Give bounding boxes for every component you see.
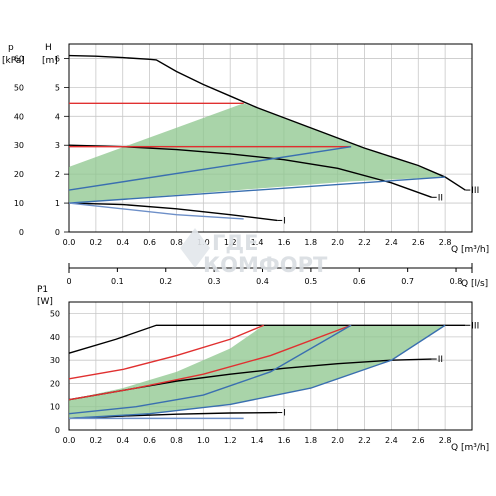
bottom-ylabel: P1: [37, 285, 48, 295]
series-line-5: [68, 324, 352, 415]
x-tick-label: 0.0: [63, 436, 76, 445]
y-right-tick-label: 1: [55, 199, 60, 208]
series-line-5: [68, 145, 352, 191]
x-tick-label: 0.6: [143, 238, 156, 247]
y-right-tick-label: 0: [55, 228, 60, 237]
y-right-tick-label: 2: [55, 170, 60, 179]
top-chart-ticks: 0.00.20.40.60.81.01.21.41.61.82.02.22.42…: [14, 54, 452, 247]
x-tick-label: 2.4: [385, 238, 398, 247]
bottom-ylabel-unit: [W]: [37, 297, 53, 307]
y-tick-label: 20: [50, 379, 60, 388]
x-tick-label: 2.0: [331, 436, 344, 445]
y-tick-label: 30: [50, 356, 60, 365]
x-tick-label: 1.8: [304, 238, 317, 247]
mid-tick-label: 0.6: [353, 277, 366, 286]
y-tick-label: 40: [50, 333, 60, 342]
x-tick-label: 0.2: [89, 436, 102, 445]
y-right-tick-label: 4: [55, 112, 60, 121]
mid-tick-label: 0.8: [450, 277, 463, 286]
y-tick-label: 10: [14, 199, 24, 208]
x-tick-label: 2.2: [358, 436, 371, 445]
top-ylabel-right: H: [45, 43, 52, 53]
top-ylabel-left: p: [8, 43, 14, 53]
series-line-6: [68, 324, 446, 420]
x-tick-label: 0.4: [116, 238, 129, 247]
series-line-4: [68, 324, 352, 401]
watermark-diamond-icon: [180, 228, 210, 268]
x-tick-label: 2.2: [358, 238, 371, 247]
x-tick-label: 0.6: [143, 436, 156, 445]
series-label-ii: II: [438, 355, 443, 365]
top-chart-frame: [68, 43, 473, 233]
x-tick-label: 2.8: [439, 436, 452, 445]
bottom-chart-frame: [68, 301, 473, 431]
x-tick-label: 1.6: [278, 238, 291, 247]
y-right-tick-label: 5: [55, 83, 60, 92]
y-right-tick-label: 3: [55, 141, 60, 150]
x-tick-label: 1.2: [224, 436, 237, 445]
x-tick-label: 0.4: [116, 436, 129, 445]
x-tick-label: 0.0: [63, 238, 76, 247]
mid-tick-label: 0.2: [159, 277, 172, 286]
x-tick-label: 0.8: [170, 436, 183, 445]
series-label-i: I: [283, 216, 286, 226]
top-xlabel: Q [m³/h]: [451, 245, 489, 255]
mid-xlabel: Q [l/s]: [461, 279, 488, 289]
x-tick-label: 2.6: [412, 238, 425, 247]
mid-tick-label: 0.3: [208, 277, 221, 286]
x-tick-label: 2.8: [439, 238, 452, 247]
watermark-logo: ГДЕ КОМФОРТ: [180, 228, 328, 277]
series-label-iii: III: [471, 186, 479, 196]
top-ylabel-right-unit: [m]: [42, 56, 58, 66]
bottom-xlabel: Q [m³/h]: [451, 443, 489, 453]
top-ylabel-left-unit: [kPa]: [2, 56, 25, 66]
y-tick-label: 60: [14, 54, 24, 63]
y-tick-label: 20: [14, 170, 24, 179]
y-tick-label: 0: [19, 228, 24, 237]
mid-tick-label: 0.5: [305, 277, 318, 286]
mid-tick-label: 0.7: [401, 277, 414, 286]
series-label-ii: II: [438, 193, 443, 203]
series-line-3: [68, 324, 265, 380]
y-tick-label: 10: [50, 403, 60, 412]
x-tick-label: 1.4: [251, 436, 264, 445]
y-tick-label: 0: [55, 426, 60, 435]
x-tick-label: 2.6: [412, 436, 425, 445]
bottom-chart-ticks: 0.0 0.2 0.4 0.6 0.8 1.0 1.2 1.4 1.6 1.8 2.0 2.2 2.4 2…: [50, 310, 452, 445]
y-tick-label: 50: [50, 310, 60, 319]
series-label-iii: III: [471, 321, 479, 331]
y-tick-label: 40: [14, 112, 24, 121]
series-label-i: I: [283, 409, 286, 419]
series-line-6: [68, 176, 446, 204]
x-tick-label: 1.2: [224, 238, 237, 247]
shaded-region: [69, 103, 446, 204]
watermark-line1: ГДЕ: [212, 231, 258, 255]
liters-per-second-axis: 0 0.1 0.2 0.3 0.4 0.5 0.6 0.7 0.8: [66, 263, 473, 286]
x-tick-label: 1.6: [278, 436, 291, 445]
x-tick-label: 1.8: [304, 436, 317, 445]
x-tick-label: 0.2: [89, 238, 102, 247]
x-tick-label: 2.0: [331, 238, 344, 247]
y-right-tick-label: 6: [55, 54, 60, 63]
mid-tick-label: 0.1: [111, 277, 124, 286]
x-tick-label: 2.4: [385, 436, 398, 445]
series-line-iii: [68, 324, 466, 354]
x-tick-label: 1.4: [251, 238, 264, 247]
x-tick-label: 1.0: [197, 436, 210, 445]
y-tick-label: 50: [14, 83, 24, 92]
mid-tick-label: 0.4: [256, 277, 269, 286]
mid-tick-label: 0: [66, 277, 71, 286]
top-chart-shaded-region: [69, 103, 446, 204]
series-line-i: [68, 202, 278, 222]
series-line-7: [68, 202, 244, 220]
watermark-line2: КОМФОРТ: [203, 253, 328, 277]
series-line-iii: [68, 54, 466, 191]
x-tick-label: 0.8: [170, 238, 183, 247]
y-tick-label: 30: [14, 141, 24, 150]
